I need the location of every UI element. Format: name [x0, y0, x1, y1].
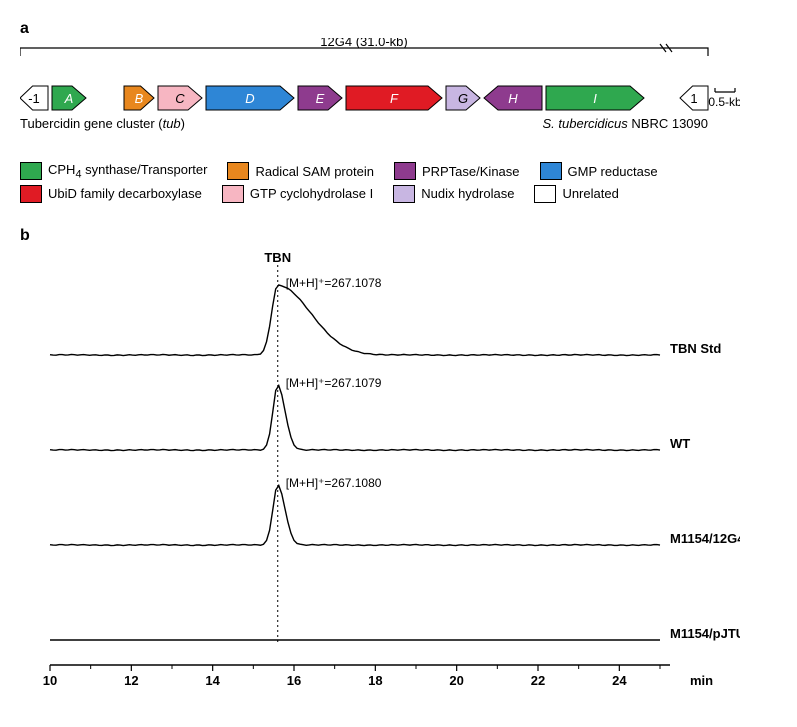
svg-text:1: 1: [690, 91, 697, 106]
svg-text:TBN Std: TBN Std: [670, 341, 721, 356]
gene-cluster-diagram: 12G4 (31.0-kb) -1 A B C D E F G H I 1 Tubercidin gen…: [20, 38, 740, 148]
svg-text:A: A: [64, 91, 74, 106]
svg-text:[M+H]⁺=267.1080: [M+H]⁺=267.1080: [286, 476, 382, 490]
svg-text:16: 16: [287, 673, 301, 688]
svg-text:F: F: [390, 91, 399, 106]
svg-text:22: 22: [531, 673, 545, 688]
legend-item: Nudix hydrolase: [393, 185, 514, 203]
svg-text:M1154/pJTU2463b: M1154/pJTU2463b: [670, 626, 740, 641]
legend-item: CPH4 synthase/Transporter: [20, 162, 207, 181]
svg-text:0.5-kb: 0.5-kb: [708, 95, 740, 109]
trace-2: [50, 485, 660, 545]
svg-text:WT: WT: [670, 436, 690, 451]
svg-text:B: B: [135, 91, 144, 106]
svg-text:G: G: [458, 91, 468, 106]
svg-text:E: E: [316, 91, 325, 106]
legend-item: GMP reductase: [540, 162, 658, 181]
svg-text:[M+H]⁺=267.1078: [M+H]⁺=267.1078: [286, 276, 382, 290]
chromatogram: TBN TBN Std [M+H]⁺=267.1078 WT [M+H]⁺=267.10…: [20, 245, 740, 695]
legend-item: PRPTase/Kinase: [394, 162, 520, 181]
svg-text:H: H: [508, 91, 518, 106]
svg-text:D: D: [245, 91, 254, 106]
svg-text:I: I: [593, 91, 597, 106]
svg-text:10: 10: [43, 673, 57, 688]
svg-text:S. tubercidicus NBRC 13090: S. tubercidicus NBRC 13090: [543, 116, 708, 131]
panel-b: b TBN TBN Std [M+H]⁺=267.1078 WT [M+H]⁺=267.…: [20, 227, 777, 695]
svg-text:14: 14: [205, 673, 220, 688]
svg-text:20: 20: [449, 673, 463, 688]
svg-text:-1: -1: [28, 91, 40, 106]
svg-text:min: min: [690, 673, 713, 688]
panel-a-label: a: [20, 20, 29, 37]
trace-0: [50, 285, 660, 356]
legend: CPH4 synthase/Transporter Radical SAM pro…: [20, 162, 777, 203]
svg-text:M1154/12G4: M1154/12G4: [670, 531, 740, 546]
svg-text:Tubercidin gene cluster (tub): Tubercidin gene cluster (tub): [20, 116, 185, 131]
legend-item: GTP cyclohydrolase I: [222, 185, 373, 203]
legend-item: Unrelated: [534, 185, 618, 203]
svg-text:TBN: TBN: [264, 250, 291, 265]
trace-1: [50, 385, 660, 450]
panel-b-label: b: [20, 227, 30, 244]
svg-text:24: 24: [612, 673, 627, 688]
legend-item: Radical SAM protein: [227, 162, 374, 181]
legend-item: UbiD family decarboxylase: [20, 185, 202, 203]
svg-text:18: 18: [368, 673, 382, 688]
svg-text:12: 12: [124, 673, 138, 688]
panel-a: a 12G4 (31.0-kb) -1 A B C D E F G H I 1 Tubercidin g…: [20, 20, 777, 203]
svg-text:C: C: [175, 91, 185, 106]
svg-text:12G4 (31.0-kb): 12G4 (31.0-kb): [320, 38, 407, 49]
svg-text:[M+H]⁺=267.1079: [M+H]⁺=267.1079: [286, 376, 382, 390]
